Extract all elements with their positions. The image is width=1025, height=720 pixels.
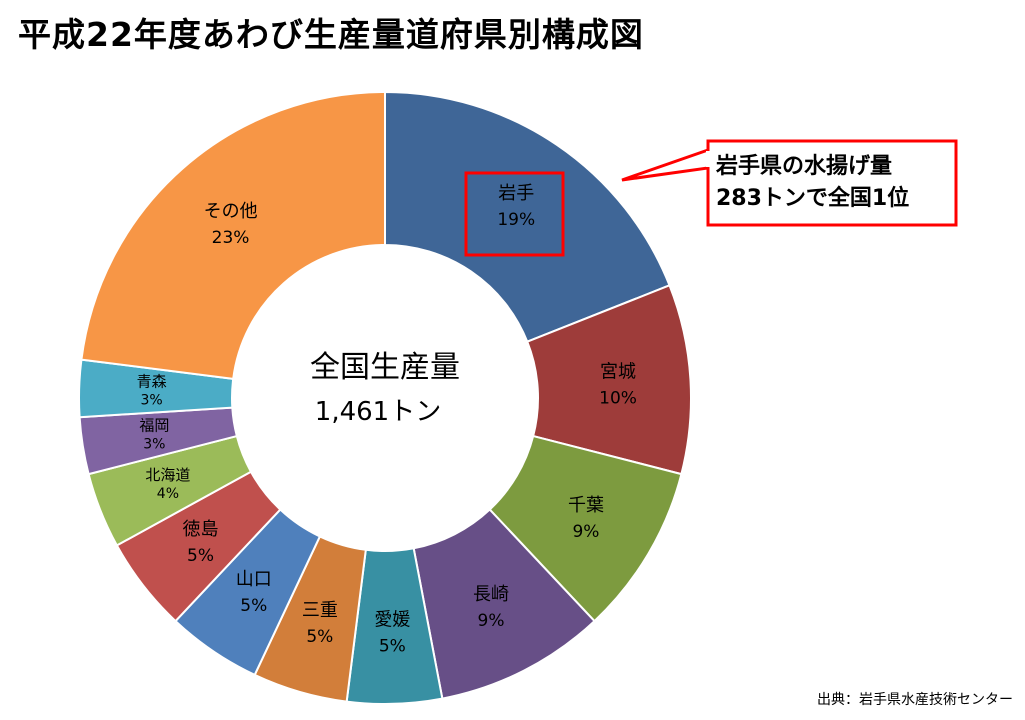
callout <box>464 139 958 257</box>
slice-percent-label: 5% <box>306 627 333 647</box>
slice-11 <box>80 90 386 380</box>
donut-hole <box>233 246 537 550</box>
callout-box <box>706 139 958 227</box>
donut-center: 全国生産量 1,461トン <box>310 350 460 427</box>
slice-0 <box>384 90 671 343</box>
donut-slices <box>78 90 692 705</box>
slice-percent-label: 23% <box>212 228 250 248</box>
slice-percent-label: 4% <box>157 486 179 502</box>
slice-percent-label: 9% <box>572 522 599 542</box>
chart-title: 平成22年度あわび生産量道府県別構成図 <box>18 15 644 54</box>
source-note: 出典：岩手県水産技術センター <box>817 692 1013 708</box>
callout-line-2: 283トンで全国1位 <box>716 186 910 211</box>
slice-name-label: 三重 <box>302 600 338 621</box>
slice-percent-label: 19% <box>497 210 535 230</box>
slice-percent-label: 5% <box>240 596 267 616</box>
slice-name-label: 青森 <box>137 373 167 391</box>
slice-name-label: 長崎 <box>473 584 509 605</box>
slice-name-label: 岩手 <box>498 183 534 204</box>
slice-percent-label: 5% <box>187 546 214 566</box>
slice-name-label: 山口 <box>236 569 272 590</box>
slice-name-label: 福岡 <box>139 417 169 435</box>
callout-line-1: 岩手県の水揚げ量 <box>716 154 893 179</box>
center-label: 全国生産量 <box>310 350 460 385</box>
slice-labels: 岩手 19% 宮城 10% 千葉 9% 長崎 9% 愛媛 5% 三重 5% 山口 5% 徳島 5% 北海道 4% 福… <box>137 183 637 657</box>
slice-name-label: 千葉 <box>568 495 604 516</box>
slice-percent-label: 3% <box>143 437 165 453</box>
slice-percent-label: 5% <box>379 636 406 656</box>
iwate-highlight-box <box>464 171 565 257</box>
center-value: 1,461トン <box>315 397 441 427</box>
slice-name-label: 北海道 <box>145 466 190 484</box>
slice-percent-label: 3% <box>141 393 163 409</box>
slice-name-label: その他 <box>204 201 258 222</box>
callout-text: 岩手県の水揚げ量 283トンで全国1位 <box>708 141 956 225</box>
slice-percent-label: 9% <box>478 611 505 631</box>
slice-name-label: 宮城 <box>600 361 636 382</box>
slice-name-label: 愛媛 <box>374 609 410 630</box>
callout-pointer <box>621 147 710 182</box>
slice-name-label: 徳島 <box>182 519 218 540</box>
slice-percent-label: 10% <box>599 388 637 408</box>
